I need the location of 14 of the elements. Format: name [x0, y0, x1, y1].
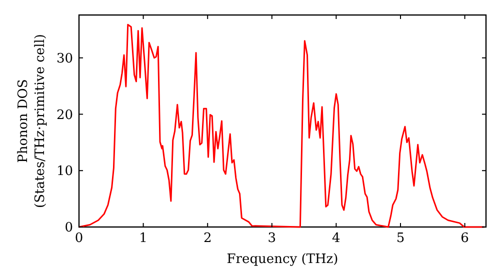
x-tick-label: 1 — [139, 231, 148, 246]
y-axis-title: Phonon DOS (States/THz·primitive cell) — [16, 34, 48, 208]
x-tick-label: 5 — [396, 231, 405, 246]
x-axis-title: Frequency (THz) — [226, 252, 338, 267]
y-tick-label: 30 — [56, 51, 73, 66]
y-tick-label: 20 — [56, 108, 73, 123]
x-tick-label: 6 — [460, 231, 469, 246]
y-tick-label: 10 — [56, 164, 73, 180]
line-series — [78, 24, 485, 228]
x-tick-label: 4 — [332, 231, 340, 246]
y-tick-label: 0 — [64, 220, 73, 236]
x-tick-label: 2 — [203, 231, 212, 246]
x-tick-label: 0 — [74, 231, 84, 246]
x-tick-label: 3 — [268, 231, 276, 246]
